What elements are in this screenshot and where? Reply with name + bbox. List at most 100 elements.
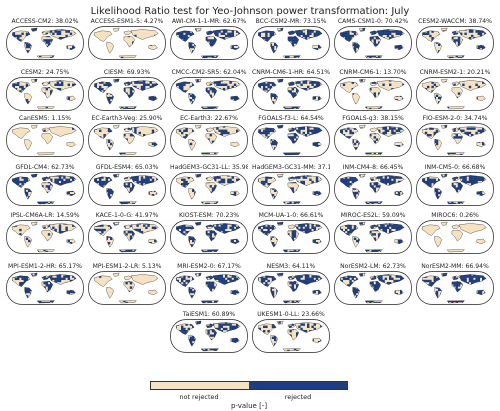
map-panel-title: NESM3: 64.11% bbox=[266, 263, 316, 270]
map-panel-title: EC-Earth3-Veg: 25.90% bbox=[91, 115, 163, 122]
map-panel-title: FGOALS-g3: 38.15% bbox=[342, 115, 404, 122]
colorbar-segment-rejected bbox=[249, 382, 347, 389]
colorbar-tick-rejected: rejected bbox=[284, 393, 312, 401]
world-map bbox=[170, 77, 248, 111]
map-panel-title: KACE-1-0-G: 41.97% bbox=[95, 212, 159, 219]
world-map bbox=[334, 123, 412, 157]
map-panel: FGOALS-g3: 38.15% bbox=[334, 115, 412, 157]
coastline bbox=[176, 221, 241, 253]
coastline bbox=[422, 27, 487, 59]
coastline bbox=[176, 272, 241, 304]
map-panel-title: CESM2-WACCM: 38.74% bbox=[418, 18, 492, 25]
world-map bbox=[6, 220, 84, 254]
map-panel-title: NorESM2-MM: 66.94% bbox=[421, 263, 489, 270]
map-panel: MPI-ESM1-2-HR: 65.17% bbox=[6, 263, 84, 305]
coastline bbox=[340, 78, 405, 110]
map-panel: ACCESS-CM2: 38.02% bbox=[6, 18, 84, 60]
map-panel: FIO-ESM-2-0: 34.74% bbox=[416, 115, 494, 157]
map-panel: NESM3: 64.11% bbox=[252, 263, 330, 305]
world-map bbox=[170, 319, 248, 353]
coastline bbox=[422, 173, 487, 205]
coastline bbox=[176, 124, 241, 156]
world-map bbox=[88, 123, 166, 157]
coastline bbox=[94, 221, 159, 253]
map-panel: EC-Earth3-Veg: 25.90% bbox=[88, 115, 166, 157]
coastline bbox=[258, 124, 323, 156]
map-panel: KACE-1-0-G: 41.97% bbox=[88, 212, 166, 254]
land-not-rejected bbox=[94, 28, 159, 58]
world-map bbox=[416, 26, 494, 60]
map-panel: CMCC-CM2-SR5: 62.04% bbox=[170, 69, 248, 111]
map-panel: CIESM: 69.93% bbox=[88, 69, 166, 111]
map-panel: AWI-CM-1-1-MR: 62.67% bbox=[170, 18, 248, 60]
map-panel-title: MRI-ESM2-0: 67.17% bbox=[177, 263, 241, 270]
land-not-rejected bbox=[422, 222, 487, 252]
world-map bbox=[252, 123, 330, 157]
coastline bbox=[176, 173, 241, 205]
world-map bbox=[88, 26, 166, 60]
map-panel: FGOALS-f3-L: 64.54% bbox=[252, 115, 330, 157]
map-panel: MRI-ESM2-0: 67.17% bbox=[170, 263, 248, 305]
land-not-rejected bbox=[94, 273, 159, 303]
map-panel-title: IPSL-CM6A-LR: 14.59% bbox=[10, 212, 80, 219]
coastline bbox=[422, 78, 487, 110]
map-panel-title: FIO-ESM-2-0: 34.74% bbox=[422, 115, 488, 122]
coastline bbox=[94, 78, 159, 110]
coastline bbox=[340, 124, 405, 156]
coastline bbox=[422, 272, 487, 304]
map-panel-title: HadGEM3-GC31-MM: 37.13% bbox=[252, 164, 330, 171]
world-map bbox=[416, 77, 494, 111]
world-map bbox=[252, 271, 330, 305]
map-panel-title: NorESM2-LM: 62.73% bbox=[340, 263, 406, 270]
world-map bbox=[6, 271, 84, 305]
map-panel: GFDL-ESM4: 65.03% bbox=[88, 164, 166, 206]
world-map bbox=[252, 319, 330, 353]
map-panel: NorESM2-LM: 62.73% bbox=[334, 263, 412, 305]
coastline bbox=[12, 27, 77, 59]
map-panel-title: INM-CM5-0: 66.68% bbox=[424, 164, 486, 171]
map-panel-title: EC-Earth3: 22.67% bbox=[180, 115, 238, 122]
coastline bbox=[258, 320, 323, 352]
map-panel: TaiESM1: 60.89% bbox=[170, 311, 248, 353]
world-map bbox=[170, 26, 248, 60]
colorbar bbox=[150, 381, 348, 390]
map-panel: NorESM2-MM: 66.94% bbox=[416, 263, 494, 305]
coastline bbox=[176, 27, 241, 59]
land-not-rejected bbox=[12, 125, 77, 155]
map-panel: CNRM-ESM2-1: 20.21% bbox=[416, 69, 494, 111]
world-map bbox=[88, 172, 166, 206]
land-not-rejected bbox=[94, 222, 159, 252]
coastline bbox=[340, 272, 405, 304]
world-map bbox=[6, 172, 84, 206]
map-panel: BCC-CSM2-MR: 73.15% bbox=[252, 18, 330, 60]
coastline bbox=[94, 27, 159, 59]
map-panel: HadGEM3-GC31-MM: 37.13% bbox=[252, 164, 330, 206]
map-panel-title: CNRM-ESM2-1: 20.21% bbox=[419, 69, 491, 76]
map-panel-title: MIROC-ES2L: 59.09% bbox=[340, 212, 406, 219]
map-panel: CAMS-CSM1-0: 70.42% bbox=[334, 18, 412, 60]
colorbar-label: p-value [-] bbox=[230, 402, 268, 410]
map-panel-title: CMCC-CM2-SR5: 62.04% bbox=[171, 69, 247, 76]
map-panel-title: MPI-ESM1-2-LR: 5.13% bbox=[92, 263, 162, 270]
coastline bbox=[340, 27, 405, 59]
world-map bbox=[88, 77, 166, 111]
world-map bbox=[6, 77, 84, 111]
world-map bbox=[170, 123, 248, 157]
world-map bbox=[252, 220, 330, 254]
map-panel: MCM-UA-1-0: 66.61% bbox=[252, 212, 330, 254]
land-not-rejected bbox=[340, 79, 405, 109]
map-panel: EC-Earth3: 22.67% bbox=[170, 115, 248, 157]
map-panel-title: MPI-ESM1-2-HR: 65.17% bbox=[8, 263, 82, 270]
map-panel-title: CAMS-CSM1-0: 70.42% bbox=[337, 18, 409, 25]
world-map bbox=[88, 220, 166, 254]
coastline bbox=[258, 173, 323, 205]
colorbar-tick-not-rejected: not rejected bbox=[179, 393, 219, 401]
coastline bbox=[176, 78, 241, 110]
map-panel: CNRM-CM6-1: 13.70% bbox=[334, 69, 412, 111]
map-panel-title: KIOST-ESM: 70.23% bbox=[178, 212, 240, 219]
world-map bbox=[334, 77, 412, 111]
map-panel: CESM2-WACCM: 38.74% bbox=[416, 18, 494, 60]
world-map bbox=[334, 220, 412, 254]
coastline bbox=[258, 221, 323, 253]
map-panel-title: CIESM: 69.93% bbox=[103, 69, 151, 76]
